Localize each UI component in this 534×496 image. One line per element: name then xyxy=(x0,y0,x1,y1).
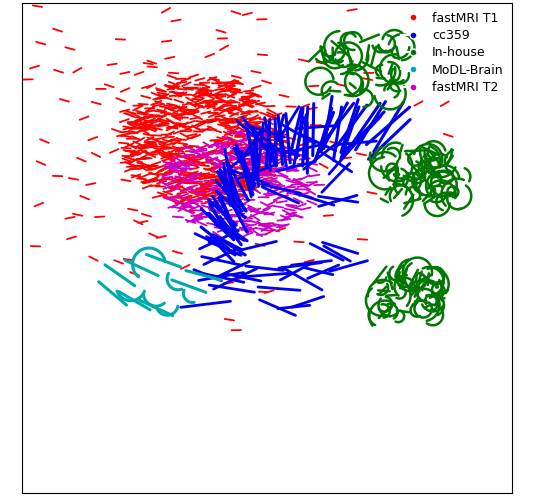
Legend: fastMRI T1, cc359, In-house, MoDL-Brain, fastMRI T2: fastMRI T1, cc359, In-house, MoDL-Brain,… xyxy=(398,9,506,97)
